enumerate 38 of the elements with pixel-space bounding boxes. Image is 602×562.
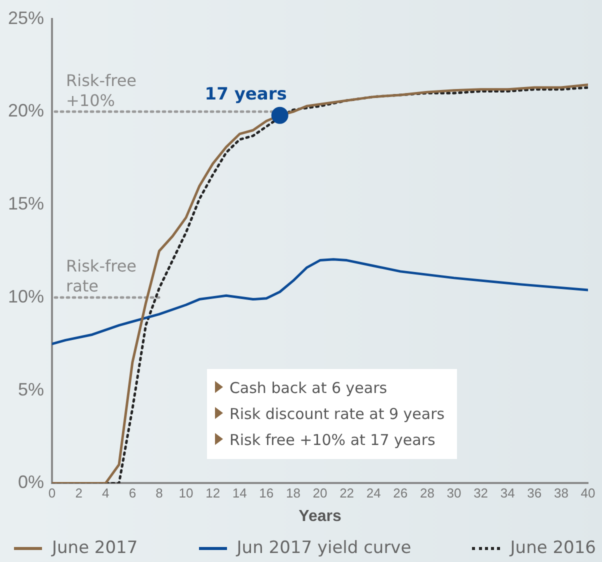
x-tick-label: 22 — [340, 486, 354, 501]
note-box: Cash back at 6 years Risk discount rate at 9 years Risk free +10% at 17 years — [207, 369, 457, 460]
legend-label: Jun 2017 yield curve — [234, 538, 412, 558]
x-tick-label: 26 — [393, 486, 408, 501]
x-tick-label: 28 — [420, 486, 434, 501]
x-tick-label: 8 — [156, 486, 163, 501]
x-tick-label: 18 — [286, 486, 300, 501]
legend-label: June 2017 — [50, 538, 138, 558]
x-tick-label: 6 — [128, 486, 136, 501]
y-tick-label: 10% — [8, 286, 44, 306]
ref-line-label: Risk-free +10% — [66, 70, 137, 110]
x-tick-label: 40 — [580, 486, 596, 501]
x-tick-label: 16 — [259, 486, 274, 501]
y-tick-label: 25% — [8, 8, 44, 28]
x-tick-label: 10 — [178, 486, 194, 501]
y-tick-label: 0% — [18, 472, 44, 492]
x-tick-label: 32 — [474, 486, 488, 501]
x-tick-label: 24 — [366, 486, 381, 501]
annotation: Cash back at 6 years — [228, 378, 388, 400]
annotation: Risk discount rate at 9 years — [228, 404, 445, 426]
annotation: Risk free +10% at 17 years — [228, 430, 436, 452]
x-axis-title: Years — [298, 508, 342, 525]
annotation: 17 years — [204, 84, 287, 104]
x-tick-label: 38 — [554, 486, 568, 501]
x-tick-label: 36 — [527, 486, 542, 501]
x-tick-label: 12 — [206, 486, 220, 501]
y-tick-label: 15% — [8, 194, 44, 214]
ref-line-label: Risk-free rate — [66, 256, 137, 296]
x-tick-label: 14 — [232, 486, 247, 501]
y-tick-label: 5% — [18, 379, 44, 400]
x-tick-label: 34 — [500, 486, 515, 501]
y-tick-label: 20% — [8, 100, 44, 121]
x-tick-label: 30 — [446, 486, 462, 501]
x-tick-label: 4 — [102, 486, 110, 501]
legend-label: June 2016 — [508, 538, 596, 558]
x-tick-label: 0 — [48, 486, 56, 501]
x-tick-label: 20 — [312, 486, 328, 501]
x-tick-label: 2 — [75, 486, 82, 501]
